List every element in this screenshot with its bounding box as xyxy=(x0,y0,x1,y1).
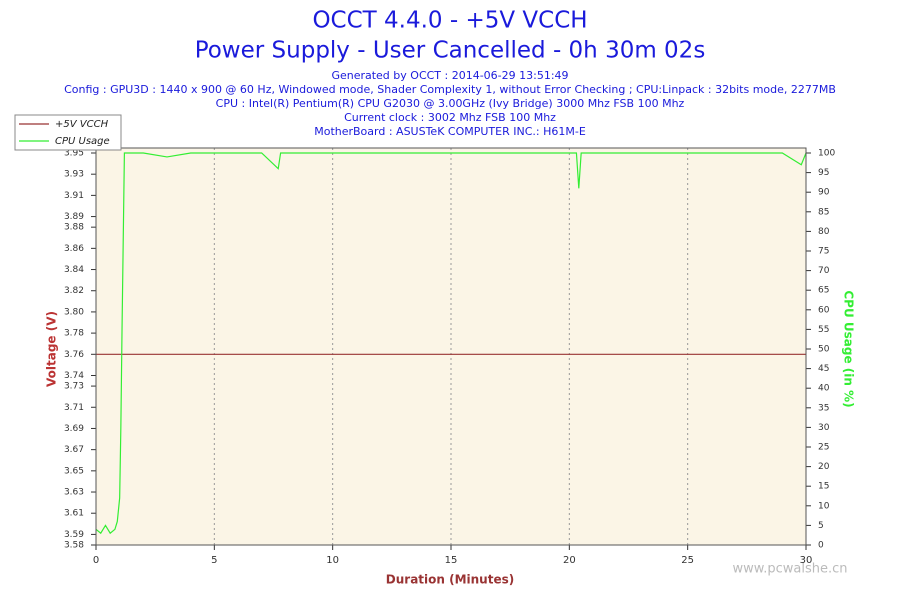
data-line xyxy=(95,152,807,535)
y-tick-label: 3.73 xyxy=(64,382,84,392)
y-tick-label: 3.84 xyxy=(64,265,84,275)
x-tick-label: 5 xyxy=(211,555,217,566)
y-tick-label: 3.82 xyxy=(64,286,84,296)
y2-tick-label: 15 xyxy=(818,482,829,492)
y2-tick-label: 0 xyxy=(818,541,824,551)
y-tick-label: 3.65 xyxy=(64,466,84,476)
x-axis-label: Duration (Minutes) xyxy=(386,573,514,587)
legend-box xyxy=(14,114,122,151)
y2-tick-label: 20 xyxy=(818,462,830,472)
plot-frame xyxy=(95,147,807,546)
y-tick-label: 3.67 xyxy=(64,445,84,455)
y-tick-label: 3.71 xyxy=(64,403,84,413)
y2-tick-label: 60 xyxy=(818,305,830,315)
info-line: Config : GPU3D : 1440 x 900 @ 60 Hz, Win… xyxy=(64,83,836,96)
y-tick-label: 3.74 xyxy=(64,371,84,381)
chart-title: OCCT 4.4.0 - +5V VCCH xyxy=(312,8,587,34)
y-tick-label: 3.88 xyxy=(64,223,84,233)
y-tick-label: 3.93 xyxy=(64,170,84,180)
y-tick-label: 3.69 xyxy=(64,424,84,434)
y2-axis-label: CPU Usage (in %) xyxy=(842,290,856,407)
y-tick-label: 3.78 xyxy=(64,329,84,339)
y-tick-label: 3.91 xyxy=(64,191,84,201)
info-line: MotherBoard : ASUSTeK COMPUTER INC.: H61… xyxy=(314,125,586,138)
y-tick-label: 3.80 xyxy=(64,307,84,317)
y-tick-label: 3.59 xyxy=(64,530,84,540)
x-tick-label: 10 xyxy=(326,555,339,566)
y-tick-label: 3.95 xyxy=(64,149,84,159)
x-tick-label: 15 xyxy=(445,555,458,566)
y2-tick-label: 50 xyxy=(818,345,830,355)
info-line: Current clock : 3002 Mhz FSB 100 Mhz xyxy=(344,111,556,124)
y2-tick-label: 100 xyxy=(818,149,835,159)
info-line: CPU : Intel(R) Pentium(R) CPU G2030 @ 3.… xyxy=(216,97,685,110)
y-axis-label: Voltage (V) xyxy=(45,311,59,387)
y2-tick-label: 10 xyxy=(818,501,830,511)
y-tick-label: 3.76 xyxy=(64,350,84,360)
y2-tick-label: 25 xyxy=(818,443,829,453)
x-tick-label: 20 xyxy=(563,555,576,566)
y2-tick-label: 70 xyxy=(818,266,830,276)
y-tick-label: 3.63 xyxy=(64,488,84,498)
x-tick-label: 30 xyxy=(800,555,813,566)
plot-area xyxy=(96,148,806,545)
y2-tick-label: 5 xyxy=(818,521,824,531)
y-tick-label: 3.86 xyxy=(64,244,84,254)
y2-tick-label: 35 xyxy=(818,403,829,413)
y-tick-label: 3.89 xyxy=(64,212,84,222)
y-tick-label: 3.61 xyxy=(64,509,84,519)
x-tick-label: 25 xyxy=(681,555,694,566)
chart-subtitle: Power Supply - User Cancelled - 0h 30m 0… xyxy=(195,38,706,64)
legend-label: +5V VCCH xyxy=(55,119,109,130)
y-tick-label: 3.58 xyxy=(64,541,84,551)
y2-tick-label: 90 xyxy=(818,188,830,198)
y2-tick-label: 75 xyxy=(818,247,829,257)
y2-tick-label: 95 xyxy=(818,168,829,178)
y2-tick-label: 40 xyxy=(818,384,830,394)
legend-label: CPU Usage xyxy=(55,136,110,147)
info-line: Generated by OCCT : 2014-06-29 13:51:49 xyxy=(331,69,568,82)
y2-tick-label: 85 xyxy=(818,207,829,217)
y2-tick-label: 30 xyxy=(818,423,830,433)
y2-tick-label: 45 xyxy=(818,364,829,374)
y2-tick-label: 80 xyxy=(818,227,830,237)
watermark: www.pcwalshe.cn xyxy=(733,562,848,577)
x-tick-label: 0 xyxy=(93,555,99,566)
y2-tick-label: 65 xyxy=(818,286,829,296)
y2-tick-label: 55 xyxy=(818,325,829,335)
